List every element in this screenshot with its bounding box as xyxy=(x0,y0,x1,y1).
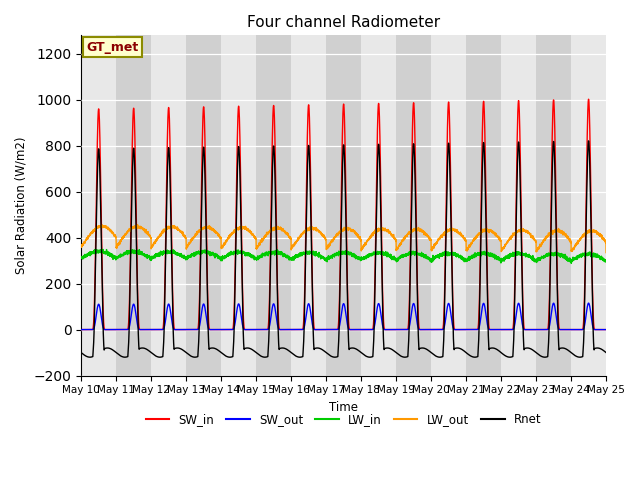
Rnet xyxy=(602,349,609,355)
Bar xyxy=(466,36,501,375)
LW_out xyxy=(77,244,85,250)
LW_in xyxy=(99,247,107,252)
LW_in xyxy=(461,256,469,262)
LW_out xyxy=(324,242,332,248)
Bar xyxy=(361,36,396,375)
SW_out xyxy=(585,300,593,306)
Bar xyxy=(571,36,606,375)
Line: LW_in: LW_in xyxy=(81,250,606,264)
Rnet xyxy=(432,353,440,359)
SW_out xyxy=(432,327,440,333)
LW_in xyxy=(602,257,609,263)
SW_in xyxy=(585,96,593,102)
LW_in xyxy=(432,255,440,261)
SW_out xyxy=(491,327,499,333)
LW_out xyxy=(461,237,469,243)
Rnet xyxy=(585,138,593,144)
LW_in xyxy=(568,261,575,266)
Text: GT_met: GT_met xyxy=(86,41,139,54)
Legend: SW_in, SW_out, LW_in, LW_out, Rnet: SW_in, SW_out, LW_in, LW_out, Rnet xyxy=(141,408,547,431)
Bar xyxy=(256,36,291,375)
LW_in xyxy=(324,255,332,261)
Bar xyxy=(291,36,326,375)
SW_out xyxy=(602,327,609,333)
Bar xyxy=(431,36,466,375)
SW_in xyxy=(172,327,179,333)
Rnet xyxy=(461,349,469,355)
Rnet xyxy=(324,351,332,357)
Bar xyxy=(116,36,151,375)
Rnet xyxy=(172,345,179,351)
LW_out xyxy=(172,226,179,231)
SW_in xyxy=(602,327,609,333)
SW_out xyxy=(77,327,85,333)
Rnet xyxy=(86,354,93,360)
LW_in xyxy=(77,255,85,261)
SW_out xyxy=(172,327,179,333)
Line: Rnet: Rnet xyxy=(81,141,606,357)
Rnet xyxy=(77,350,85,356)
SW_in xyxy=(77,327,85,333)
X-axis label: Time: Time xyxy=(329,401,358,414)
Rnet xyxy=(602,349,610,355)
Bar xyxy=(501,36,536,375)
SW_in xyxy=(432,327,440,333)
LW_in xyxy=(491,253,499,259)
Line: SW_out: SW_out xyxy=(81,303,606,330)
LW_out xyxy=(134,222,141,228)
LW_out xyxy=(602,250,610,255)
LW_in xyxy=(602,259,610,264)
LW_out xyxy=(602,240,609,245)
Title: Four channel Radiometer: Four channel Radiometer xyxy=(247,15,440,30)
SW_out xyxy=(602,327,610,333)
SW_out xyxy=(461,327,469,333)
SW_in xyxy=(602,327,610,333)
SW_out xyxy=(324,327,332,333)
Bar xyxy=(396,36,431,375)
Bar xyxy=(536,36,571,375)
Line: SW_in: SW_in xyxy=(81,99,606,330)
Bar xyxy=(151,36,186,375)
Bar xyxy=(326,36,361,375)
Y-axis label: Solar Radiation (W/m2): Solar Radiation (W/m2) xyxy=(15,137,28,274)
Bar xyxy=(81,36,116,375)
Line: LW_out: LW_out xyxy=(81,225,606,252)
LW_out xyxy=(432,240,440,246)
Rnet xyxy=(491,346,499,351)
SW_in xyxy=(324,327,332,333)
Bar xyxy=(221,36,256,375)
LW_out xyxy=(491,230,499,236)
Bar xyxy=(186,36,221,375)
SW_in xyxy=(491,327,499,333)
LW_in xyxy=(172,251,179,256)
SW_in xyxy=(461,327,469,333)
